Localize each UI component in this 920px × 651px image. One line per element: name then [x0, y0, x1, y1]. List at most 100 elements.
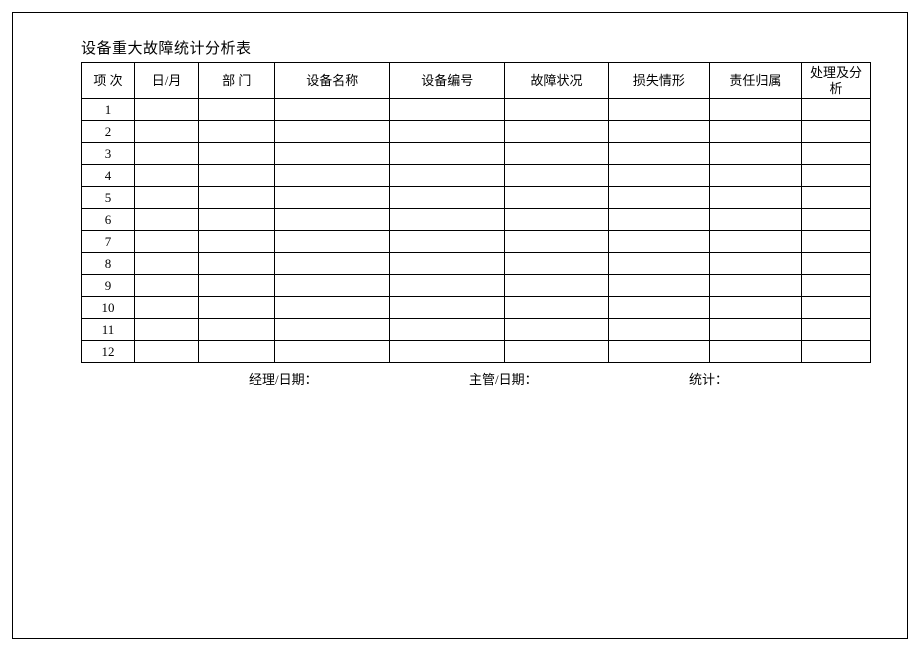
- cell: [134, 165, 198, 187]
- footer-spacer: [81, 369, 249, 388]
- col-header-analysis: 处理及分析: [801, 63, 870, 99]
- cell: [801, 253, 870, 275]
- cell: [275, 275, 390, 297]
- cell: [134, 99, 198, 121]
- cell: [199, 253, 275, 275]
- col-header-responsibility: 责任归属: [709, 63, 801, 99]
- cell: [801, 121, 870, 143]
- cell: [199, 143, 275, 165]
- cell: [709, 297, 801, 319]
- row-number: 10: [82, 297, 135, 319]
- table-row: 5: [82, 187, 871, 209]
- cell: [801, 319, 870, 341]
- table-row: 3: [82, 143, 871, 165]
- cell: [801, 165, 870, 187]
- cell: [608, 99, 709, 121]
- cell: [505, 209, 609, 231]
- table-header-row: 项 次 日/月 部 门 设备名称 设备编号 故障状况 损失情形 责任归属 处理及…: [82, 63, 871, 99]
- cell: [199, 187, 275, 209]
- row-number: 2: [82, 121, 135, 143]
- row-number: 1: [82, 99, 135, 121]
- cell: [390, 143, 505, 165]
- cell: [134, 297, 198, 319]
- cell: [390, 341, 505, 363]
- col-header-dept: 部 门: [199, 63, 275, 99]
- cell: [275, 99, 390, 121]
- table-row: 10: [82, 297, 871, 319]
- col-header-loss: 损失情形: [608, 63, 709, 99]
- cell: [134, 275, 198, 297]
- cell: [801, 187, 870, 209]
- cell: [608, 341, 709, 363]
- table-row: 2: [82, 121, 871, 143]
- cell: [275, 253, 390, 275]
- cell: [608, 209, 709, 231]
- cell: [608, 143, 709, 165]
- cell: [275, 143, 390, 165]
- cell: [199, 209, 275, 231]
- cell: [199, 319, 275, 341]
- cell: [709, 143, 801, 165]
- cell: [709, 253, 801, 275]
- cell: [608, 275, 709, 297]
- cell: [801, 231, 870, 253]
- table-row: 9: [82, 275, 871, 297]
- row-number: 4: [82, 165, 135, 187]
- row-number: 12: [82, 341, 135, 363]
- cell: [608, 319, 709, 341]
- cell: [275, 165, 390, 187]
- cell: [199, 297, 275, 319]
- cell: [801, 209, 870, 231]
- cell: [134, 341, 198, 363]
- row-number: 6: [82, 209, 135, 231]
- cell: [275, 231, 390, 253]
- col-header-fault: 故障状况: [505, 63, 609, 99]
- cell: [199, 341, 275, 363]
- cell: [505, 187, 609, 209]
- col-header-index: 项 次: [82, 63, 135, 99]
- cell: [709, 165, 801, 187]
- cell: [134, 143, 198, 165]
- fault-analysis-table: 项 次 日/月 部 门 设备名称 设备编号 故障状况 损失情形 责任归属 处理及…: [81, 62, 871, 363]
- cell: [134, 209, 198, 231]
- cell: [134, 187, 198, 209]
- cell: [608, 297, 709, 319]
- cell: [275, 297, 390, 319]
- row-number: 3: [82, 143, 135, 165]
- table-row: 4: [82, 165, 871, 187]
- cell: [275, 319, 390, 341]
- cell: [505, 121, 609, 143]
- footer-supervisor-label: 主管/日期：: [469, 369, 689, 388]
- cell: [608, 253, 709, 275]
- cell: [134, 121, 198, 143]
- page-title: 设备重大故障统计分析表: [81, 37, 867, 58]
- footer-row: 经理/日期： 主管/日期： 统计：: [81, 369, 871, 388]
- cell: [199, 275, 275, 297]
- cell: [505, 297, 609, 319]
- col-header-equip-name: 设备名称: [275, 63, 390, 99]
- cell: [390, 275, 505, 297]
- cell: [709, 231, 801, 253]
- row-number: 7: [82, 231, 135, 253]
- col-header-equip-no: 设备编号: [390, 63, 505, 99]
- cell: [390, 253, 505, 275]
- cell: [134, 319, 198, 341]
- cell: [390, 99, 505, 121]
- cell: [709, 341, 801, 363]
- cell: [134, 253, 198, 275]
- cell: [709, 99, 801, 121]
- row-number: 5: [82, 187, 135, 209]
- cell: [134, 231, 198, 253]
- cell: [275, 341, 390, 363]
- cell: [505, 253, 609, 275]
- cell: [505, 143, 609, 165]
- cell: [390, 121, 505, 143]
- cell: [390, 297, 505, 319]
- cell: [801, 275, 870, 297]
- cell: [608, 165, 709, 187]
- cell: [505, 231, 609, 253]
- cell: [505, 319, 609, 341]
- cell: [390, 319, 505, 341]
- cell: [199, 99, 275, 121]
- cell: [505, 275, 609, 297]
